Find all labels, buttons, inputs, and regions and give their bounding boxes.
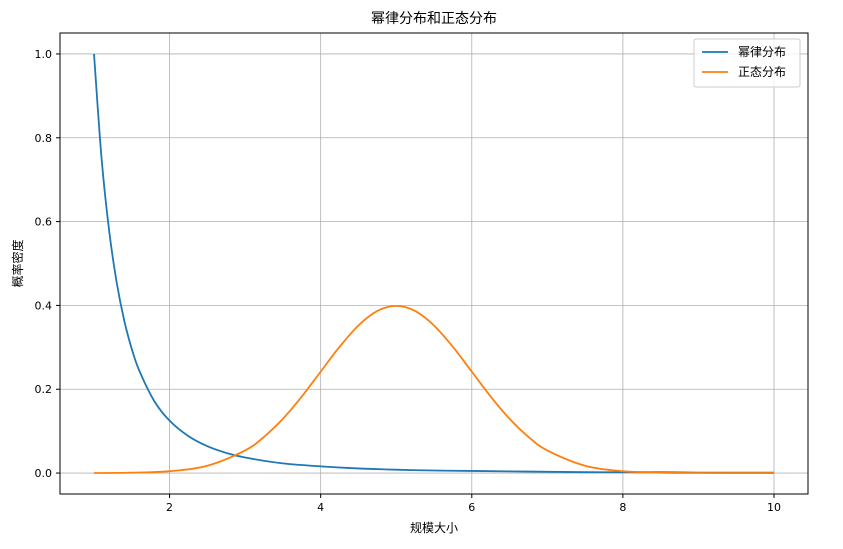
legend-label: 正态分布 — [738, 65, 786, 79]
x-tick-label: 6 — [468, 501, 475, 514]
plot-area-frame — [59, 32, 809, 495]
y-tick-label: 0.2 — [35, 383, 53, 396]
y-tick-label: 0.0 — [35, 467, 53, 480]
legend-box — [693, 38, 801, 88]
y-tick-label: 0.8 — [35, 132, 53, 145]
x-tick-label: 10 — [767, 501, 781, 514]
legend-label: 幂律分布 — [738, 45, 786, 59]
series-line-1 — [93, 53, 774, 474]
axis-ticks: 2 4 6 8 10 0.0 0.2 0.4 0.6 0.8 1.0 — [35, 48, 782, 514]
y-tick-label: 0.6 — [35, 216, 53, 229]
x-tick-label: 4 — [317, 501, 324, 514]
series-line-2 — [93, 304, 774, 474]
y-tick-label: 0.4 — [35, 299, 53, 312]
grid — [60, 33, 808, 494]
x-tick-label: 8 — [619, 501, 626, 514]
x-axis-label: 规模大小 — [410, 520, 458, 535]
x-tick-label: 2 — [166, 501, 173, 514]
y-axis-label: 概率密度 — [10, 239, 25, 287]
series-lines — [93, 53, 774, 474]
y-tick-label: 1.0 — [35, 48, 53, 61]
chart-title: 幂律分布和正态分布 — [371, 11, 497, 27]
